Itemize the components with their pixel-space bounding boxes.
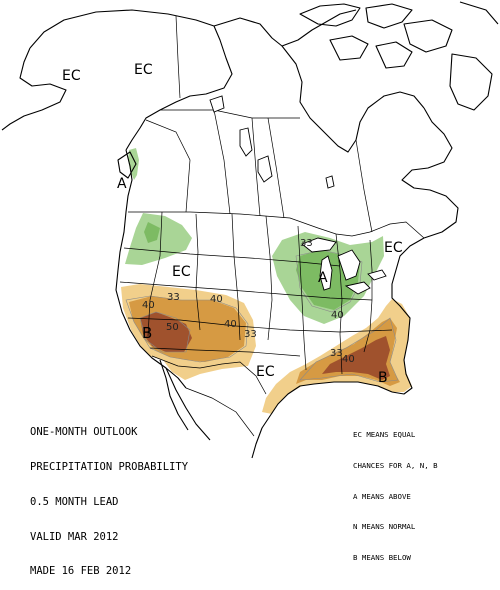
southeast-below-50 <box>322 336 390 380</box>
legend-line: N MEANS NORMAL <box>353 522 416 532</box>
below-normal-areas <box>121 284 412 414</box>
contour-labels: 33 40 40 50 40 33 40 33 33 40 <box>142 238 355 365</box>
legend-line: A MEANS ABOVE <box>353 491 411 501</box>
southwest-below-50 <box>140 312 192 352</box>
contour-label-40: 40 <box>342 354 355 365</box>
label-ec-alaska-west: EC <box>62 68 81 84</box>
contour-label-33: 33 <box>244 329 257 340</box>
map-labels: EC EC A EC A EC B B EC <box>62 62 403 386</box>
contour-label-33: 33 <box>300 238 313 249</box>
legend-line: B MEANS BELOW <box>353 552 411 562</box>
outlook-title-block: ONE-MONTH OUTLOOK PRECIPITATION PROBABIL… <box>30 404 188 590</box>
title-line: 0.5 MONTH LEAD <box>30 495 119 508</box>
land-outlines <box>1 1 499 459</box>
title-line: PRECIPITATION PROBABILITY <box>30 460 189 473</box>
title-line: VALID MAR 2012 <box>30 530 119 543</box>
label-b-southeast: B <box>378 370 388 386</box>
precipitation-outlook-map: EC EC A EC A EC B B EC 33 40 40 50 40 33… <box>1 1 499 459</box>
contour-label-33: 33 <box>167 292 180 303</box>
legend-block: EC MEANS EQUAL CHANCES FOR A, N, B A MEA… <box>353 410 438 573</box>
legend-line: CHANCES FOR A, N, B <box>353 461 438 471</box>
label-ec-northeast: EC <box>384 240 403 256</box>
contour-label-50: 50 <box>166 322 179 333</box>
label-ec-west-central: EC <box>172 264 191 280</box>
contour-label-40: 40 <box>142 300 155 311</box>
label-a-pacific-nw: A <box>117 176 127 192</box>
label-a-great-lakes: A <box>318 270 328 286</box>
pacific-nw-coast-above-33 <box>128 148 139 180</box>
label-b-southwest: B <box>142 324 152 342</box>
pacific-nw-above-33 <box>125 213 192 265</box>
contour-label-40: 40 <box>331 310 344 321</box>
lakes <box>209 95 387 295</box>
label-ec-alaska-central: EC <box>134 62 153 78</box>
title-line: MADE 16 FEB 2012 <box>30 565 132 578</box>
contour-label-40: 40 <box>224 319 237 330</box>
pacific-nw-above-40 <box>144 222 160 243</box>
legend-line: EC MEANS EQUAL <box>353 430 416 440</box>
label-ec-gulf: EC <box>256 364 275 380</box>
contour-label-33: 33 <box>330 348 343 359</box>
contour-label-40: 40 <box>210 294 223 305</box>
title-line: ONE-MONTH OUTLOOK <box>30 426 138 439</box>
